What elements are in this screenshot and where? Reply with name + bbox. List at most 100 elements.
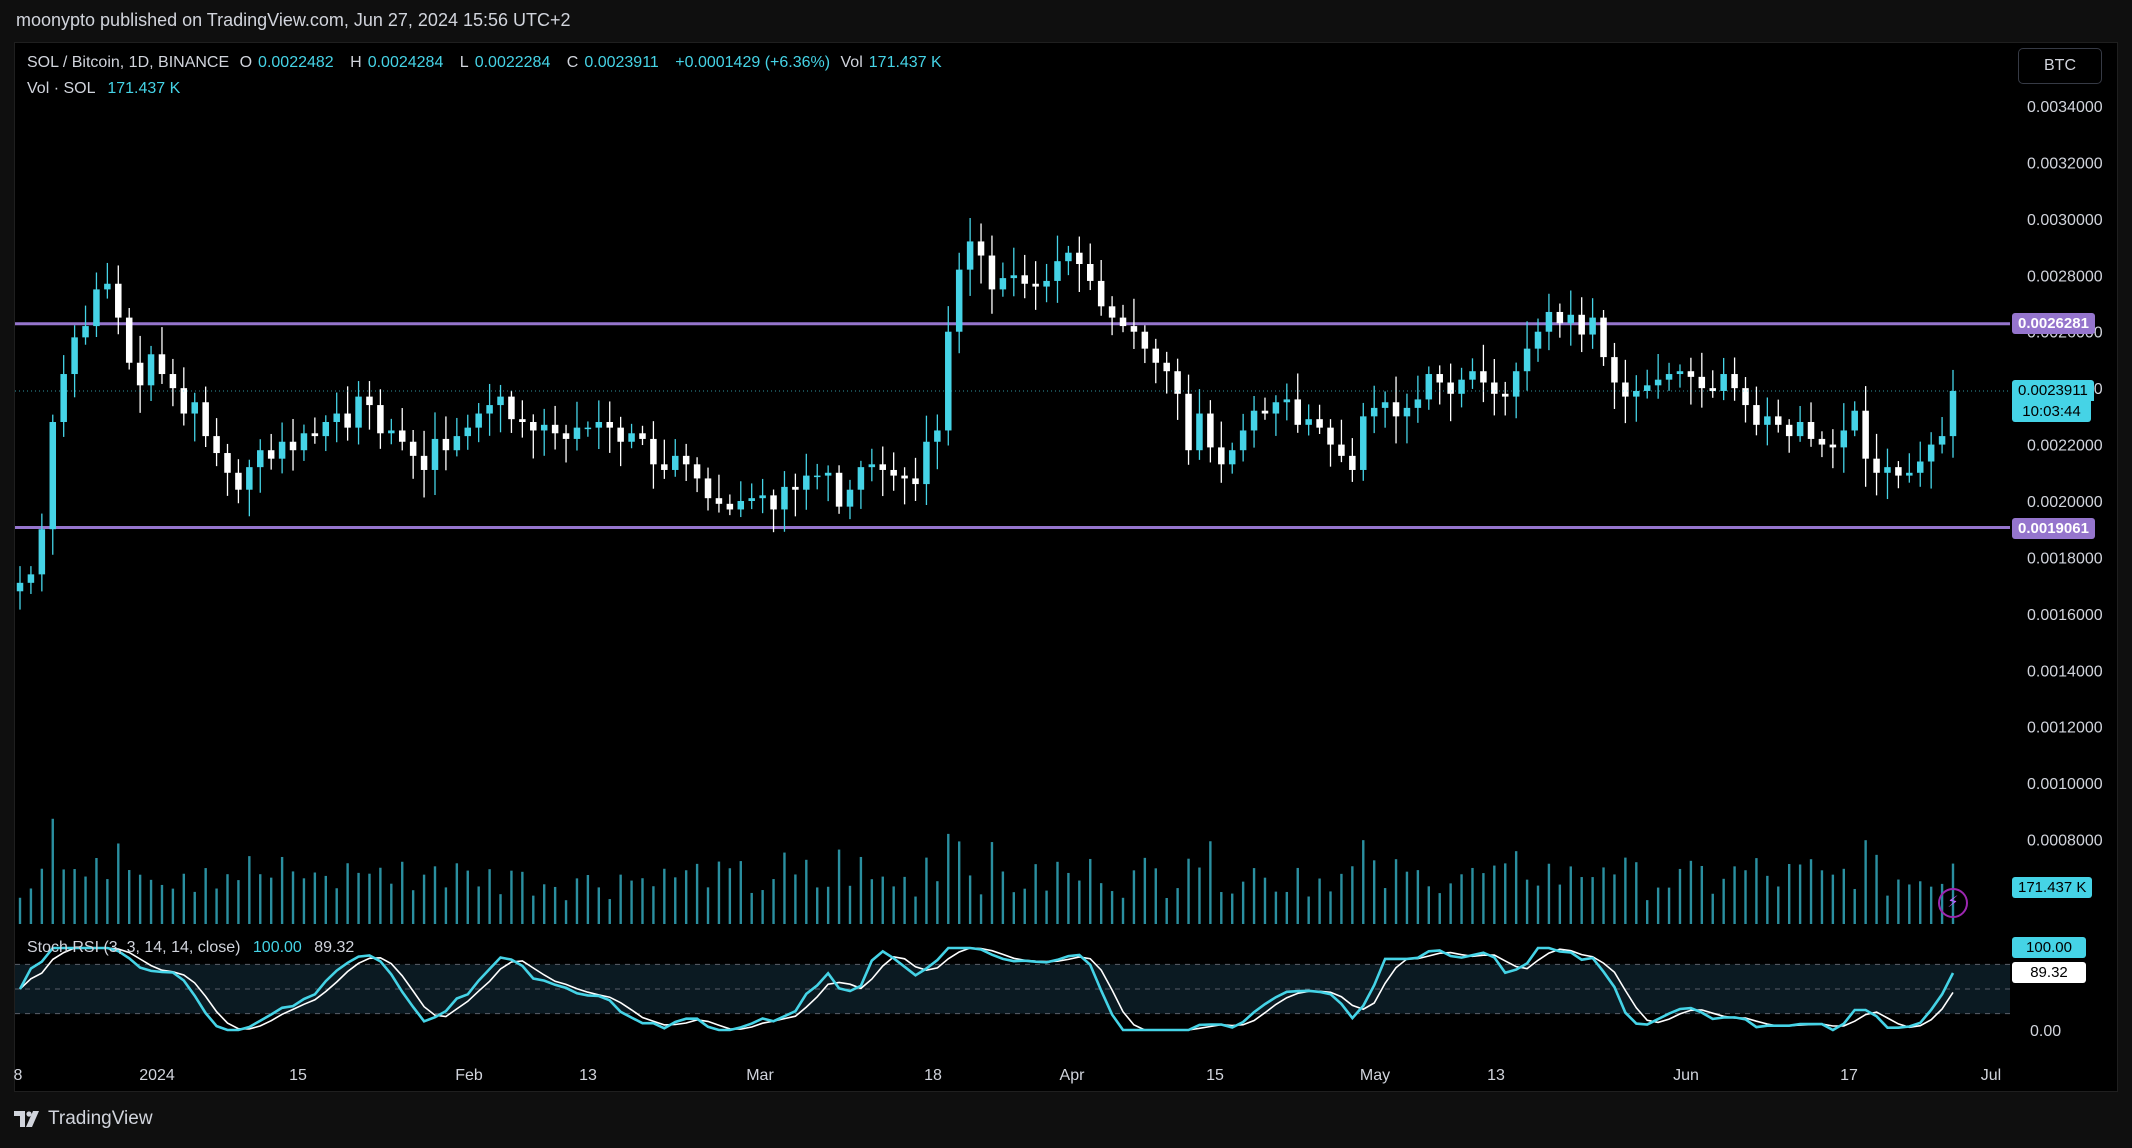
candle-body bbox=[497, 396, 504, 406]
footer-brand[interactable]: TradingView bbox=[14, 1108, 153, 1130]
candle-body bbox=[1458, 379, 1465, 394]
footer-brand-label: TradingView bbox=[48, 1108, 153, 1129]
volume-bar bbox=[1416, 870, 1420, 924]
volume-bar bbox=[1034, 864, 1037, 924]
volume-bar bbox=[1929, 886, 1933, 924]
volume-bar bbox=[728, 868, 732, 924]
time-tick-label: Apr bbox=[1060, 1067, 1086, 1084]
volume-bar bbox=[1351, 866, 1354, 924]
candle-body bbox=[1600, 317, 1607, 358]
volume-bar bbox=[215, 888, 218, 924]
volume-bar bbox=[368, 873, 371, 924]
volume-bar bbox=[1504, 863, 1507, 924]
volume-bar bbox=[1405, 871, 1409, 924]
candle-body bbox=[945, 331, 952, 431]
volume-bar bbox=[1580, 877, 1583, 924]
stoch-rsi-label[interactable]: Stoch RSI (3, 3, 14, 14, close) bbox=[27, 939, 241, 956]
volume-bar bbox=[1438, 893, 1441, 924]
candle-body bbox=[388, 430, 395, 434]
price-tick-label: 0.0008000 bbox=[2027, 833, 2103, 850]
candle-body bbox=[1589, 317, 1596, 335]
rsi-k-line bbox=[18, 946, 1955, 1032]
candle-body bbox=[1862, 410, 1869, 459]
candle-body bbox=[530, 422, 537, 431]
price-tick-label: 0.0018000 bbox=[2027, 550, 2103, 567]
volume-bar bbox=[543, 884, 546, 924]
time-tick-label: 15 bbox=[289, 1067, 307, 1084]
volume-indicator-label[interactable]: Vol · SOL bbox=[27, 80, 95, 97]
volume-bar bbox=[1875, 854, 1878, 924]
stoch-rsi-d-value: 89.32 bbox=[314, 939, 355, 956]
rsi-d-line bbox=[19, 947, 1954, 1031]
candle-body bbox=[715, 498, 723, 504]
candle-body bbox=[1567, 314, 1575, 324]
volume-bar bbox=[1001, 871, 1005, 924]
candle-body bbox=[1611, 357, 1618, 383]
volume-bar bbox=[630, 880, 633, 924]
candle-body bbox=[1545, 311, 1553, 332]
candle-body bbox=[857, 467, 865, 490]
candle-body bbox=[257, 450, 264, 468]
rsi-k-badge: 100.00 bbox=[2012, 937, 2086, 958]
volume-bar bbox=[1285, 891, 1289, 924]
candle-body bbox=[1283, 399, 1291, 403]
candle-body bbox=[82, 326, 89, 338]
candle-body bbox=[1829, 444, 1837, 448]
volume-bar bbox=[892, 886, 895, 924]
volume-bar bbox=[739, 861, 742, 924]
volume-bar bbox=[313, 872, 317, 924]
volume-bar bbox=[772, 879, 775, 924]
volume-bar bbox=[1471, 867, 1474, 924]
volume-bar bbox=[914, 896, 917, 924]
volume-bar bbox=[1919, 881, 1922, 924]
volume-bar bbox=[237, 880, 240, 924]
volume-bar bbox=[1667, 887, 1671, 924]
candle-body bbox=[1851, 410, 1858, 431]
volume-bar bbox=[1110, 891, 1114, 924]
candle-body bbox=[628, 433, 635, 442]
candle-body bbox=[1152, 348, 1160, 363]
candle-body bbox=[1731, 374, 1738, 389]
candle-body bbox=[770, 495, 777, 510]
price-tick-label: 0.0016000 bbox=[2027, 607, 2103, 624]
volume-bar bbox=[1176, 888, 1179, 924]
lightning-icon[interactable]: ⚡ bbox=[1938, 888, 1968, 918]
volume-bar bbox=[193, 891, 196, 924]
candle-body bbox=[486, 405, 493, 414]
volume-bar bbox=[1831, 874, 1835, 924]
volume-bar bbox=[532, 895, 535, 924]
symbol-name[interactable]: SOL / Bitcoin, 1D, BINANCE bbox=[27, 54, 230, 71]
volume-bar bbox=[619, 874, 622, 924]
candle-body bbox=[781, 486, 788, 510]
volume-bar bbox=[1099, 883, 1103, 924]
candle-body bbox=[1654, 379, 1662, 386]
volume-bar bbox=[1482, 873, 1485, 924]
candle-body bbox=[1349, 455, 1356, 470]
volume-bar bbox=[837, 849, 841, 924]
candle-body bbox=[508, 396, 515, 420]
candle-body bbox=[1676, 371, 1684, 375]
volume-bar bbox=[171, 888, 175, 924]
volume-bar bbox=[1853, 888, 1856, 924]
currency-button[interactable]: BTC bbox=[2018, 48, 2102, 84]
candle-body bbox=[1916, 461, 1924, 473]
candle-body bbox=[1414, 399, 1422, 408]
candle-body bbox=[966, 241, 974, 270]
candle-body bbox=[737, 501, 745, 510]
candle-body bbox=[1753, 405, 1760, 425]
volume-bar bbox=[1624, 857, 1627, 924]
time-tick-label: Jun bbox=[1673, 1067, 1699, 1084]
volume-bar bbox=[1766, 875, 1769, 924]
volume-bar bbox=[1602, 867, 1605, 924]
volume-bar bbox=[1449, 883, 1452, 924]
volume-bar bbox=[204, 868, 207, 924]
volume-bar bbox=[1798, 864, 1802, 924]
candle-body bbox=[1076, 252, 1083, 264]
candle-body bbox=[158, 354, 166, 375]
candle-body bbox=[1130, 326, 1138, 332]
volume-bar bbox=[1842, 868, 1845, 924]
volume-bar bbox=[1362, 840, 1365, 924]
candle-body bbox=[191, 402, 198, 414]
volume-bar bbox=[1886, 895, 1889, 924]
candle-body bbox=[322, 422, 330, 437]
